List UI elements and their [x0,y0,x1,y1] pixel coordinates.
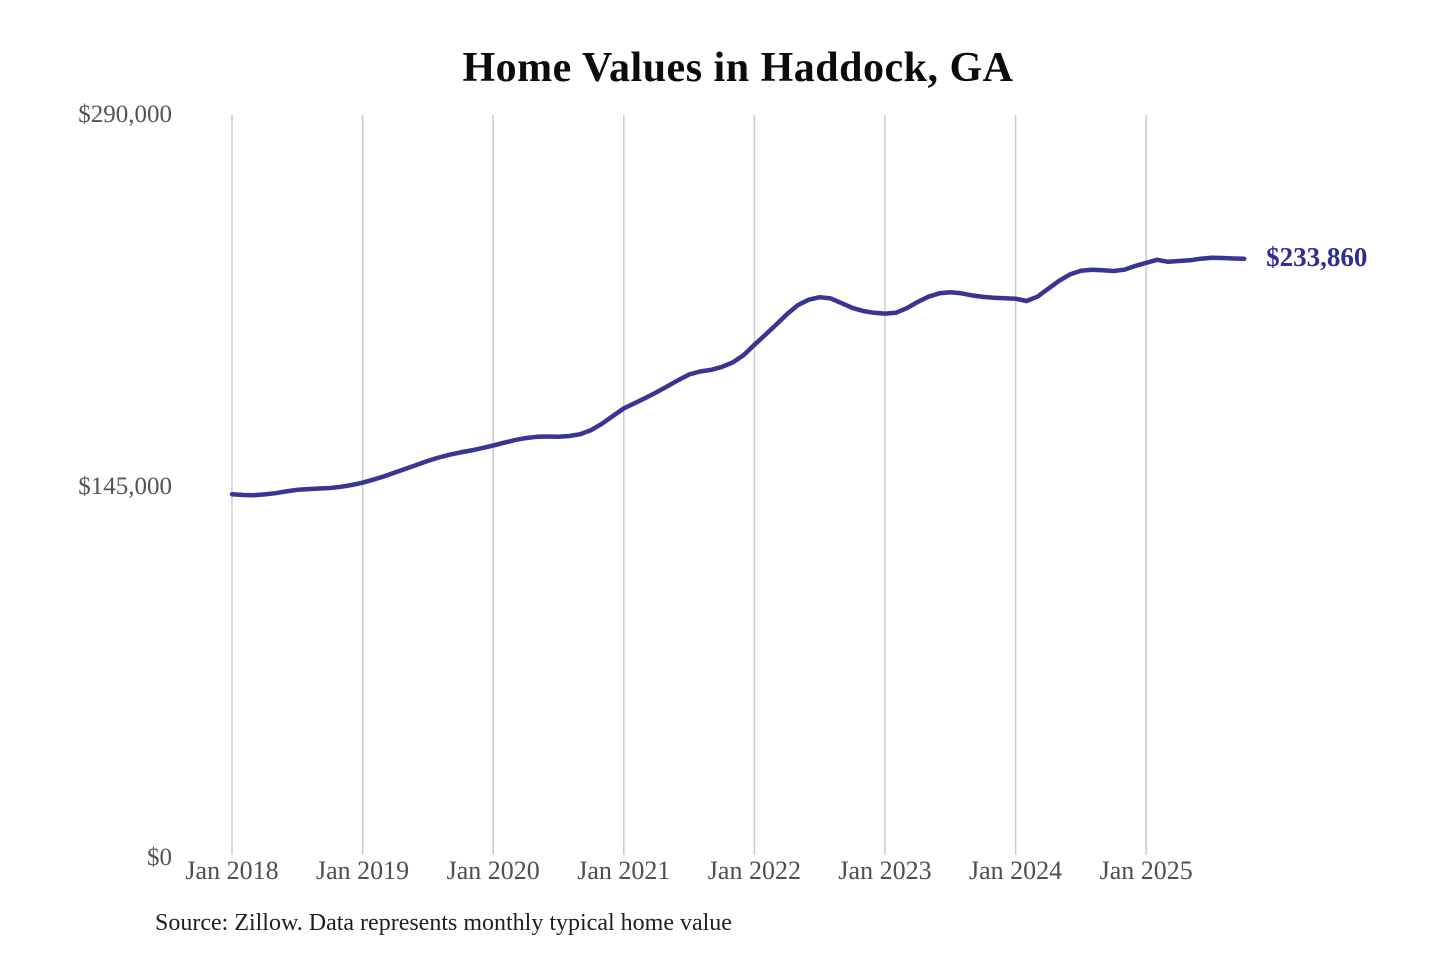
x-axis-label: Jan 2018 [185,856,279,885]
end-value-label: $233,860 [1266,241,1368,272]
y-axis-label: $145,000 [78,472,172,500]
x-axis-label: Jan 2020 [446,856,540,885]
x-axis-label: Jan 2022 [707,856,801,885]
y-axis-label: $0 [147,844,172,871]
x-axis-label: Jan 2023 [838,856,932,885]
x-axis-label: Jan 2021 [577,856,671,885]
chart-title: Home Values in Haddock, GA [462,45,1014,91]
source-note: Source: Zillow. Data represents monthly … [155,910,732,936]
x-axis-label: Jan 2024 [969,856,1063,885]
home-value-line [229,255,1247,498]
year-gridlines [231,115,1147,855]
y-axis-label: $290,000 [78,101,172,128]
x-axis-label: Jan 2025 [1099,856,1193,885]
x-axis-label: Jan 2019 [316,856,410,885]
